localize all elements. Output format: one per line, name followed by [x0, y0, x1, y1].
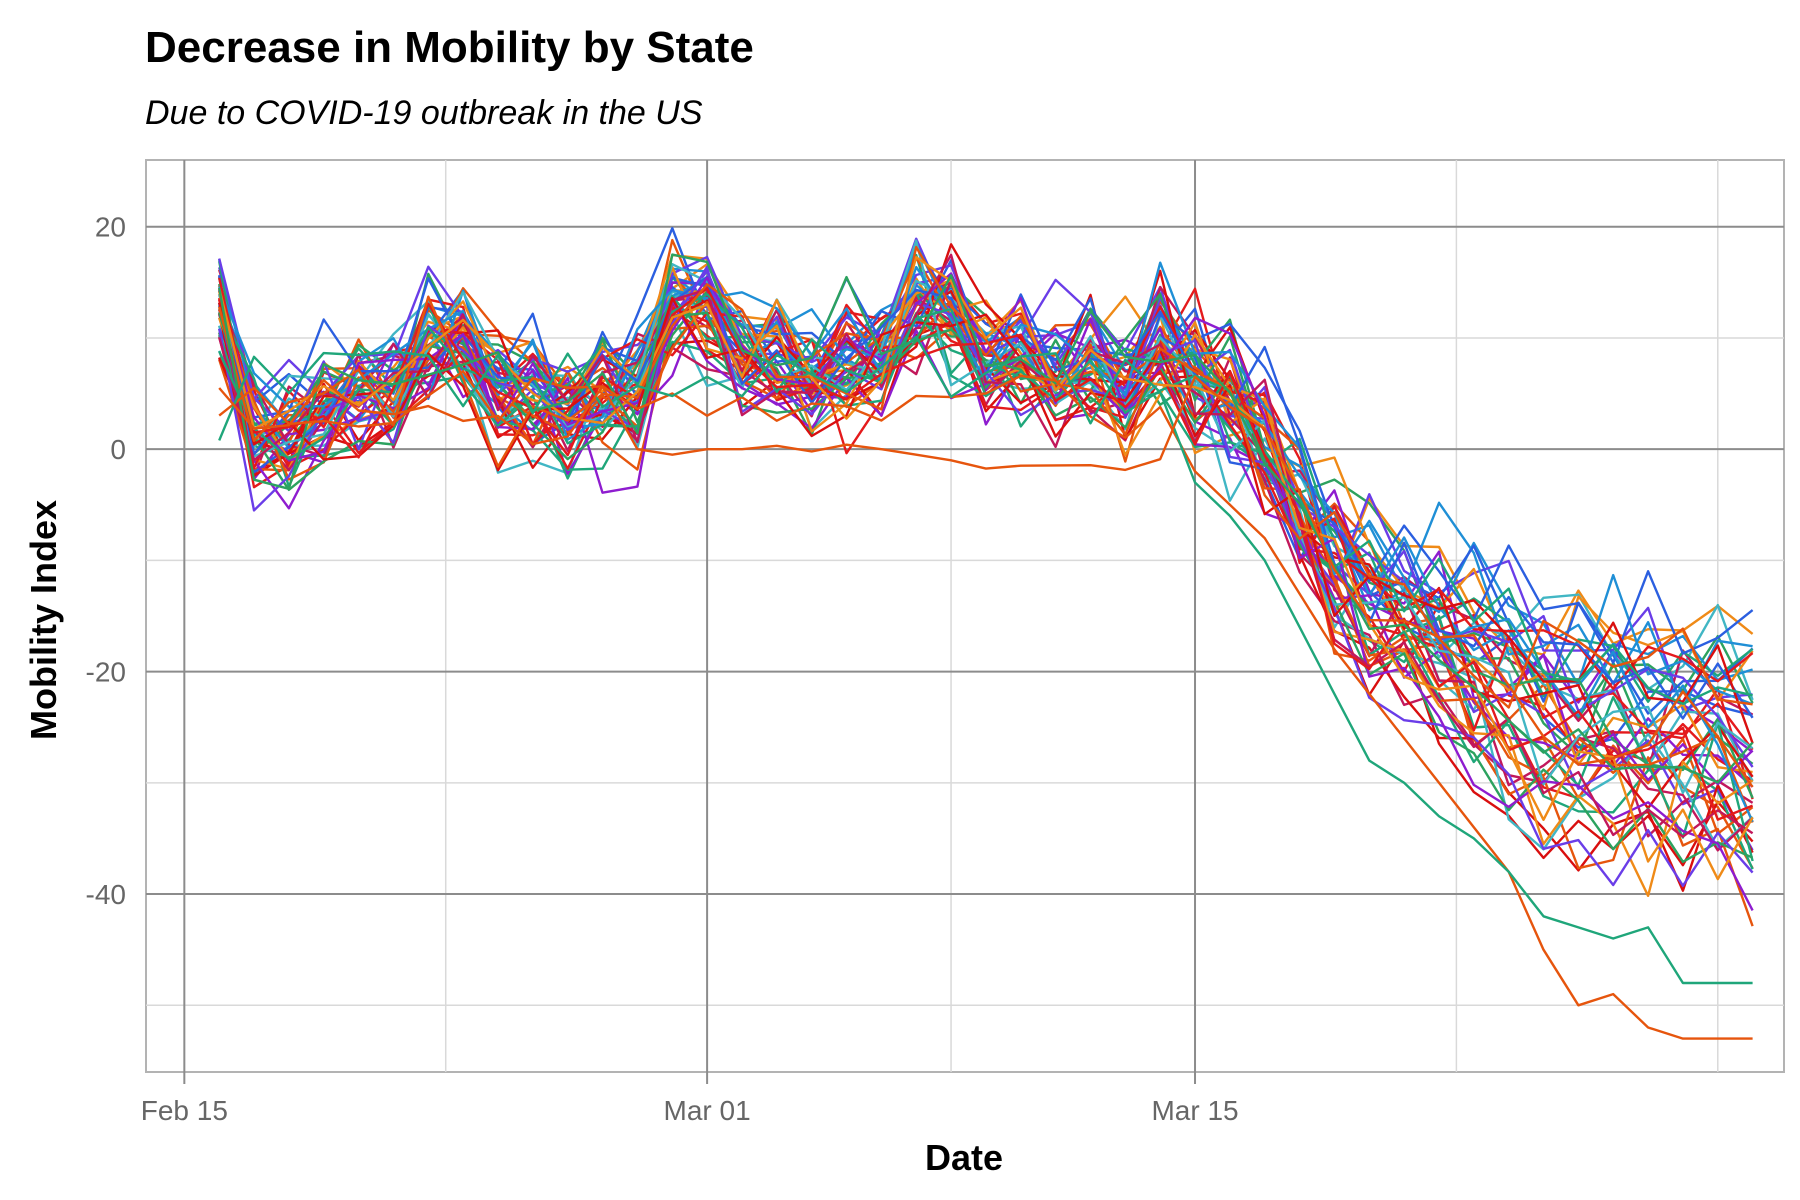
axis-ticks: Feb 15 Mar 01 Mar 15 20 0 -20 -40: [86, 212, 1239, 1126]
y-axis-label: Mobility Index: [23, 500, 64, 740]
series-line: [218, 245, 1753, 709]
x-tick-label: Mar 01: [664, 1095, 751, 1126]
series-line: [218, 253, 1754, 784]
series-line: [218, 335, 1753, 985]
series-line: [218, 277, 1754, 821]
series-line: [218, 256, 1754, 823]
series-line: [218, 293, 1753, 705]
series-line: [218, 256, 1754, 881]
series-line: [218, 272, 1754, 911]
series-line: [218, 296, 1754, 744]
x-tick-label: Mar 15: [1151, 1095, 1238, 1126]
series-line: [218, 375, 1754, 788]
y-tick-label: -20: [86, 657, 126, 688]
x-axis-label: Date: [925, 1137, 1003, 1178]
series-line: [218, 243, 1754, 706]
x-tick-label: Feb 15: [141, 1095, 228, 1126]
y-tick-label: 0: [110, 434, 126, 465]
chart-subtitle: Due to COVID-19 outbreak in the US: [145, 94, 703, 132]
y-tick-label: -40: [86, 879, 126, 910]
series-lines: [218, 227, 1754, 1040]
chart-title: Decrease in Mobility by State: [145, 23, 754, 72]
y-tick-label: 20: [95, 212, 126, 243]
